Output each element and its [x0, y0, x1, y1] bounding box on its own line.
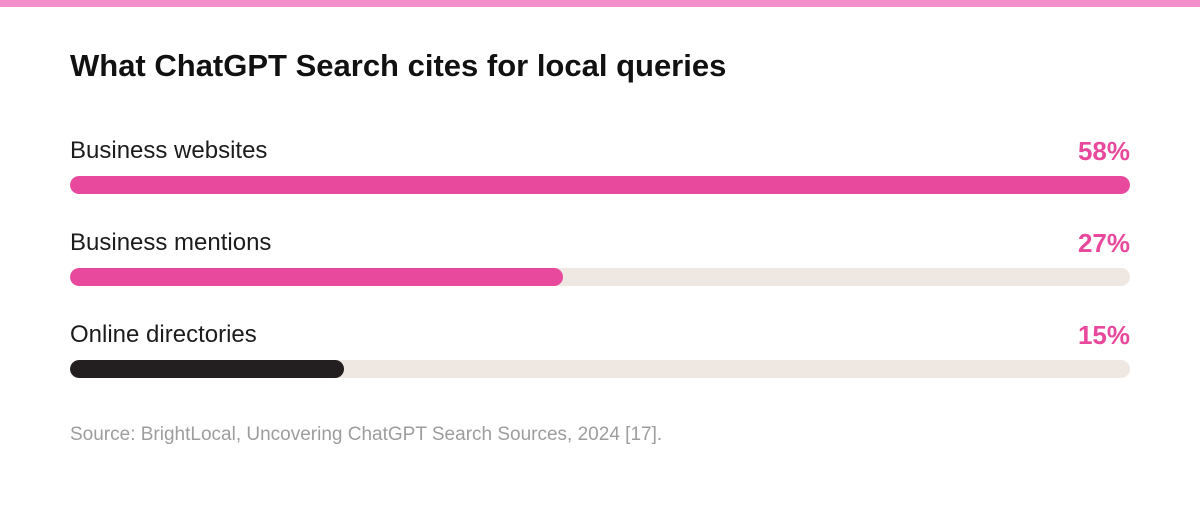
- bar-row-online-directories: Online directories 15%: [70, 320, 1130, 380]
- top-accent-strip: [0, 0, 1200, 7]
- bar-row-business-mentions: Business mentions 27%: [70, 228, 1130, 288]
- chart-title: What ChatGPT Search cites for local quer…: [70, 48, 727, 83]
- bar-value-label: 58%: [1077, 136, 1130, 166]
- bar-label: Business websites: [70, 137, 268, 164]
- bar-label: Business mentions: [70, 229, 272, 256]
- bar-track: [70, 360, 1130, 378]
- bar-fill: [70, 176, 1130, 194]
- bar-fill: [70, 360, 344, 378]
- bar-row-business-websites: Business websites 58%: [70, 136, 1130, 196]
- source-note: Source: BrightLocal, Uncovering ChatGPT …: [70, 424, 663, 445]
- bar-value-label: 15%: [1077, 320, 1130, 350]
- bar-value-label: 27%: [1077, 228, 1130, 258]
- bar-label: Online directories: [70, 321, 257, 348]
- bar-track: [70, 268, 1130, 286]
- bar-fill: [70, 268, 563, 286]
- bar-track: [70, 176, 1130, 194]
